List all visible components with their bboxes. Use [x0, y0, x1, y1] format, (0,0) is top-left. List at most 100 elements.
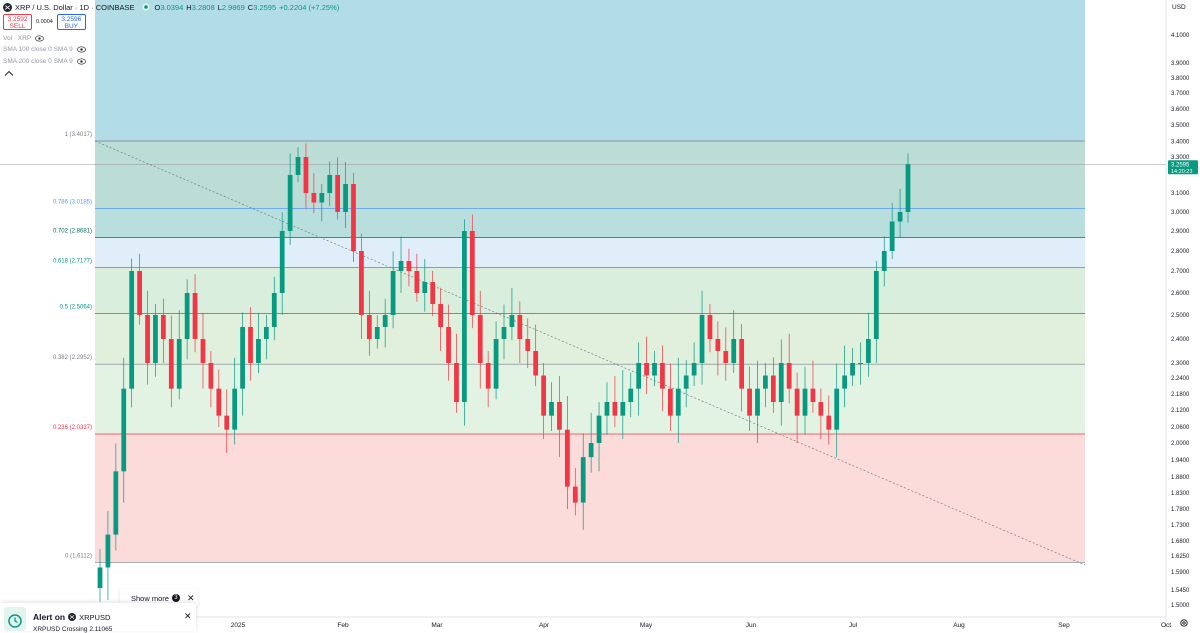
candle-body — [850, 363, 855, 376]
candle-body — [97, 567, 103, 588]
candle-body — [422, 282, 428, 293]
close-icon[interactable]: ✕ — [187, 593, 195, 603]
time-tick-label: Oct — [1161, 622, 1171, 629]
candle-body — [176, 339, 182, 389]
show-more-button[interactable]: Show more 3 ✕ — [120, 589, 198, 607]
trendline[interactable] — [0, 140, 1166, 566]
candle-body — [359, 251, 364, 315]
fib-zone — [95, 208, 1085, 238]
candle-body — [192, 293, 198, 339]
indicator-sma100[interactable]: SMA 100 close 0 SMA 9 — [3, 46, 86, 53]
fib-zone — [95, 141, 1085, 209]
candle-body — [620, 402, 626, 416]
close-icon[interactable]: ✕ — [184, 611, 192, 621]
candle-body — [446, 327, 451, 363]
price-tick-label: 1.5900 — [1171, 570, 1190, 576]
candle-body — [834, 388, 840, 430]
sell-button[interactable]: 3.2592 SELL — [3, 14, 32, 30]
alert-subtitle: XRPUSD Crossing 2.11065 — [33, 626, 113, 633]
price-tick-label: 2.0000 — [1171, 441, 1190, 447]
open-value: 3.0394 — [160, 2, 184, 12]
candles — [97, 143, 911, 602]
low-value: 2.9869 — [221, 2, 245, 12]
time-tick-label: May — [640, 622, 653, 629]
eye-icon[interactable] — [76, 58, 86, 65]
price-axis[interactable]: 4.1000 3.9000 3.8000 3.7000 3.6000 3.5000 3.40… — [1165, 0, 1198, 631]
candle-body — [786, 363, 792, 389]
candle-body — [327, 175, 333, 193]
candle-body — [683, 375, 689, 389]
candle-body — [343, 184, 348, 212]
currency-label[interactable]: USD — [1172, 4, 1186, 11]
indicator-label: Vol · XRP — [3, 35, 32, 42]
current-price-tag — [1168, 160, 1198, 175]
candle-body — [398, 261, 404, 271]
close-value: 3.2595 — [253, 2, 277, 12]
sell-label: SELL — [9, 23, 26, 30]
spread-value: 0.0004 — [36, 19, 53, 25]
trendline-line[interactable] — [94, 140, 1086, 566]
fib-level-label: 1 (3.4017) — [65, 132, 92, 138]
price-tick-label: 1.6250 — [1171, 554, 1190, 560]
candle-body — [335, 175, 341, 212]
xrp-logo-icon — [68, 613, 77, 621]
candle-body — [889, 221, 895, 251]
eye-icon[interactable] — [35, 35, 45, 42]
candle-body — [794, 388, 800, 416]
price-tick-label: 3.6000 — [1171, 107, 1190, 113]
candle-body — [564, 429, 570, 487]
current-price-value: 3.2595 — [1171, 162, 1190, 168]
candle-body — [406, 261, 412, 271]
candle-body — [351, 184, 356, 251]
alert-toast[interactable]: Alert on XRPUSD XRPUSD Crossing 2.11065 … — [0, 603, 196, 633]
show-more-count: 3 — [171, 594, 180, 602]
candle-body — [287, 175, 293, 231]
price-tick-label: 3.0000 — [1171, 210, 1190, 216]
candle-body — [509, 315, 515, 327]
candle-body — [525, 339, 531, 351]
eye-icon[interactable] — [76, 46, 86, 53]
indicator-volume[interactable]: Vol · XRP — [3, 35, 45, 42]
fib-zone — [95, 267, 1085, 314]
price-tick-label: 2.2400 — [1171, 376, 1190, 382]
candle-body — [747, 388, 752, 416]
indicator-sma200[interactable]: SMA 200 close 0 SMA 9 — [3, 58, 86, 65]
candle-body — [596, 415, 602, 443]
buy-button[interactable]: 3.2596 BUY — [56, 14, 86, 30]
price-tick-label: 1.5450 — [1171, 588, 1190, 594]
candle-body — [303, 157, 309, 193]
price-tick-label: 2.7000 — [1171, 269, 1190, 275]
candle-body — [723, 351, 729, 363]
candle-body — [319, 193, 325, 203]
price-tick-label: 2.4000 — [1171, 337, 1190, 343]
price-tick-label: 3.3000 — [1171, 155, 1190, 161]
candle-body — [477, 315, 483, 363]
candle-body — [121, 388, 127, 472]
indicator-label: SMA 100 close 0 SMA 9 — [3, 46, 73, 53]
candle-body — [430, 282, 436, 304]
candle-body — [636, 363, 642, 389]
candle-body — [739, 339, 745, 389]
candle-body — [699, 315, 705, 363]
symbol-title[interactable]: XRP / U.S. Dollar · 1D · COINBASE — [15, 2, 135, 12]
fib-zone — [95, 364, 1085, 435]
settings-gear-icon[interactable] — [1179, 618, 1189, 628]
candle-body — [160, 315, 166, 339]
candle-body — [810, 388, 816, 402]
time-tick-label: Feb — [337, 622, 349, 629]
candle-body — [485, 363, 491, 389]
fib-level-label: 0.5 (2.5064) — [60, 305, 92, 311]
candle-body — [533, 351, 539, 376]
indicator-label: SMA 200 close 0 SMA 9 — [3, 58, 73, 65]
candle-body — [763, 375, 768, 389]
candle-body — [580, 457, 586, 503]
sell-price: 3.2592 — [7, 16, 28, 23]
collapse-chevron-icon[interactable] — [4, 70, 14, 77]
price-tick-label: 1.8300 — [1171, 491, 1190, 497]
candle-body — [454, 363, 459, 402]
fib-level-label: 0.786 (3.0185) — [53, 199, 92, 205]
candle-body — [881, 251, 887, 271]
close-key: C — [247, 2, 254, 12]
time-tick-label: Jun — [746, 622, 757, 629]
